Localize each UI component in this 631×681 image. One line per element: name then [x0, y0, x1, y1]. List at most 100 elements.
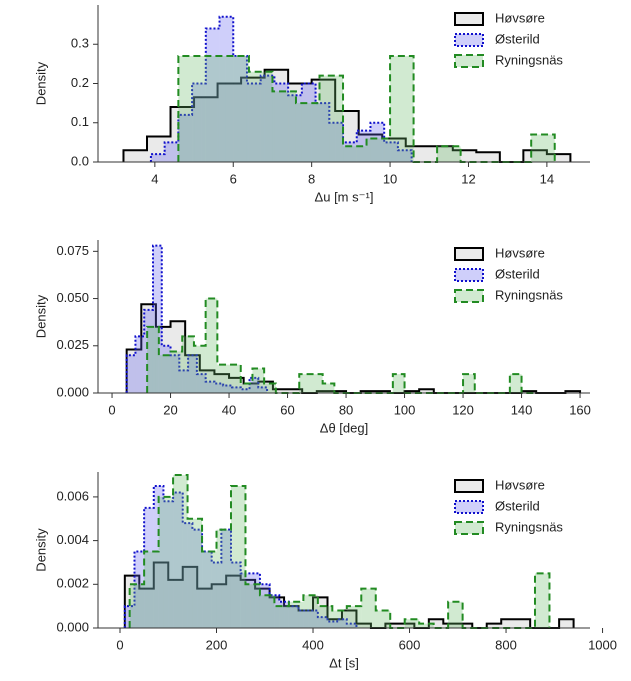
hist-bar [170, 351, 183, 393]
y-tick-label: 0.075 [56, 243, 89, 258]
hist-outline [123, 484, 358, 628]
hist-bar [178, 114, 193, 162]
histogram-series [125, 244, 269, 393]
x-tick-label: 600 [399, 637, 421, 652]
hist-bar [158, 355, 171, 393]
hist-bar [182, 336, 194, 393]
hist-bar [457, 623, 473, 628]
y-tick-label: 0.3 [71, 36, 89, 51]
hist-bar [329, 122, 344, 162]
x-tick-label: 10 [383, 171, 397, 186]
hist-bar [240, 579, 256, 628]
legend-swatch [454, 479, 484, 493]
hist-bar [245, 584, 260, 628]
hist-bar [173, 492, 183, 628]
hist-bar [274, 606, 289, 628]
y-tick-label: 0.002 [56, 576, 89, 591]
x-tick-label: 60 [280, 402, 294, 417]
hist-bar [419, 389, 434, 393]
hist-bar [170, 355, 180, 393]
hist-bar [249, 377, 259, 393]
hist-outline [177, 55, 556, 163]
hist-bar [168, 579, 183, 628]
y-tick-label: 0.1 [71, 114, 89, 129]
hist-bar [385, 623, 400, 628]
hist-outline [146, 297, 534, 394]
hist-bar [196, 374, 206, 393]
hist-bar [173, 475, 188, 628]
hist-bar [139, 588, 154, 628]
hist-bar [259, 595, 275, 628]
hist-bar [531, 134, 555, 162]
hist-bar [240, 383, 253, 393]
hist-bar [161, 345, 171, 393]
hist-outline [128, 474, 551, 629]
hist-bar [233, 56, 247, 162]
hist-bar [134, 551, 145, 628]
hist-bar [308, 610, 318, 628]
x-tick-label: 80 [339, 402, 353, 417]
legend-swatch [454, 500, 484, 514]
hist-bar [201, 56, 226, 162]
hist-bar [123, 150, 148, 162]
histogram-series [123, 484, 358, 628]
hist-bar [327, 619, 342, 628]
hist-bar [135, 336, 145, 393]
hist-bar [243, 383, 259, 393]
hist-bar [194, 97, 218, 162]
hist-bar [343, 146, 367, 162]
hist-bar [126, 355, 136, 393]
x-tick-label: 8 [308, 171, 315, 186]
hist-bar [164, 142, 179, 162]
hist-bar [255, 588, 270, 628]
hist-bar [523, 150, 547, 162]
hist-outline [149, 15, 413, 162]
hist-bar [178, 56, 202, 162]
hist-bar [486, 623, 502, 628]
hist-bar [279, 601, 289, 628]
hist-bar [211, 584, 227, 628]
hist-bar [274, 83, 289, 162]
hist-bar [182, 566, 198, 628]
hist-bar [288, 606, 299, 628]
hist-bar [202, 551, 217, 628]
hist-bar [332, 610, 347, 628]
y-tick-label: 0.050 [56, 290, 89, 305]
hist-bar [182, 523, 193, 628]
hist-bar [392, 374, 405, 393]
hist-bar [272, 389, 288, 393]
x-tick-label: 0 [116, 637, 123, 652]
hist-bar [361, 588, 376, 628]
hist-bar [390, 56, 414, 162]
hist-bar [287, 389, 303, 393]
histogram-series [149, 15, 413, 163]
hist-bar [298, 610, 309, 628]
legend-swatch [454, 268, 484, 282]
hist-bar [163, 501, 174, 628]
hist-bar [366, 138, 391, 162]
histogram-series [177, 55, 556, 163]
hist-bar [187, 518, 203, 628]
x-axis-label: Δt [s] [329, 655, 359, 670]
hist-bar [437, 146, 461, 162]
x-tick-label: 160 [569, 402, 591, 417]
hist-bar [269, 595, 280, 628]
hist-bar [217, 364, 230, 393]
hist-bar [202, 551, 212, 628]
hist-bar [129, 584, 145, 628]
y-axis-label: Density [33, 528, 48, 572]
hist-bar [315, 103, 330, 162]
hist-bar [399, 623, 415, 628]
hist-bar [375, 610, 391, 628]
hist-bar [356, 623, 371, 628]
hist-bar [303, 595, 318, 628]
hist-bar [272, 91, 296, 162]
hist-outline [125, 244, 269, 393]
x-tick-label: 120 [452, 402, 474, 417]
hist-bar [382, 138, 406, 162]
hist-bar [264, 383, 276, 393]
x-tick-label: 800 [495, 637, 517, 652]
hist-bar [337, 619, 347, 628]
hist-bar [534, 573, 550, 628]
hist-bar [501, 619, 516, 628]
